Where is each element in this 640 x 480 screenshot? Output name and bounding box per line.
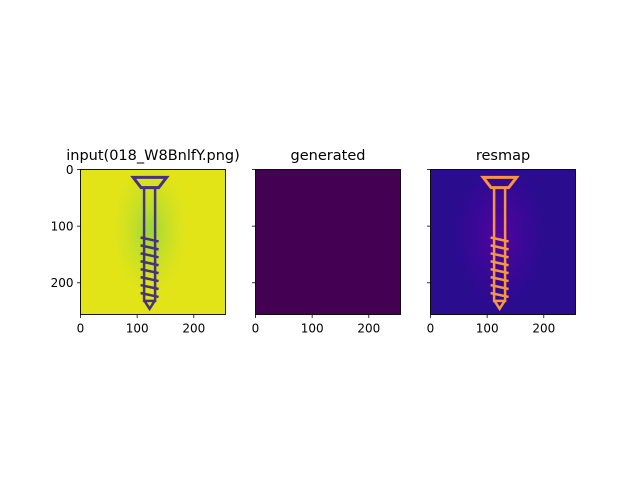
screw-halo — [450, 169, 550, 315]
y-tick-label: 100 — [51, 219, 74, 233]
screw-thread — [490, 236, 509, 243]
x-tick-label: 0 — [77, 322, 85, 336]
x-tick-label: 0 — [427, 322, 435, 336]
screw-thread — [140, 236, 159, 243]
screw-thread — [490, 252, 509, 259]
x-axis-ticks: 0 100 200 — [252, 314, 380, 336]
panel-input: input(018_W8BnlfY.png) 0 100 200 0 100 200 — [51, 148, 240, 336]
screw-head — [130, 175, 170, 190]
y-tick-label: 200 — [51, 276, 74, 290]
panel-title-resmap: resmap — [476, 148, 530, 164]
heatmap-image-input — [80, 169, 226, 315]
x-tick-label: 0 — [252, 322, 260, 336]
screw-thread — [140, 267, 159, 275]
screw-tip — [493, 300, 506, 312]
screw-thread — [140, 291, 159, 299]
screw-thread — [140, 283, 159, 291]
x-tick-label: 200 — [357, 322, 380, 336]
screw-thread — [490, 244, 509, 251]
screw-shaft — [492, 186, 507, 303]
y-axis-ticks — [427, 169, 431, 284]
screw-head — [480, 175, 520, 190]
x-axis-ticks: 0 100 200 — [77, 314, 205, 336]
screw-thread — [490, 283, 509, 291]
x-tick-label: 200 — [182, 322, 205, 336]
panel-generated: generated 0 100 200 — [252, 148, 401, 336]
screw-thread — [140, 244, 159, 251]
y-axis-ticks: 0 100 200 — [51, 163, 81, 290]
screw-thread — [490, 291, 509, 299]
x-tick-label: 200 — [532, 322, 555, 336]
screw-thread — [490, 275, 509, 283]
heatmap-image-resmap — [430, 169, 576, 315]
axes-frame — [430, 169, 576, 315]
panel-title-generated: generated — [291, 148, 366, 164]
screw-tip — [143, 300, 156, 312]
panel-resmap: resmap 0 100 200 — [427, 148, 576, 336]
x-axis-ticks: 0 100 200 — [427, 314, 555, 336]
y-axis-ticks — [252, 169, 256, 284]
screw-shape — [130, 175, 170, 312]
screw-thread — [490, 260, 509, 267]
screw-thread — [140, 260, 159, 267]
y-tick-label: 0 — [66, 163, 74, 177]
screw-thread — [140, 252, 159, 259]
axes-frame — [255, 169, 401, 315]
x-tick-label: 100 — [476, 322, 499, 336]
screw-shape — [480, 175, 520, 312]
heatmap-background — [255, 169, 401, 315]
heatmap-image-generated — [255, 169, 401, 315]
screw-halo — [108, 169, 192, 305]
x-tick-label: 100 — [301, 322, 324, 336]
axes-frame — [80, 169, 226, 315]
screw-thread — [490, 267, 509, 275]
screw-thread — [140, 275, 159, 283]
screw-shaft — [142, 186, 157, 303]
panel-title-input: input(018_W8BnlfY.png) — [66, 148, 240, 164]
x-tick-label: 100 — [126, 322, 149, 336]
